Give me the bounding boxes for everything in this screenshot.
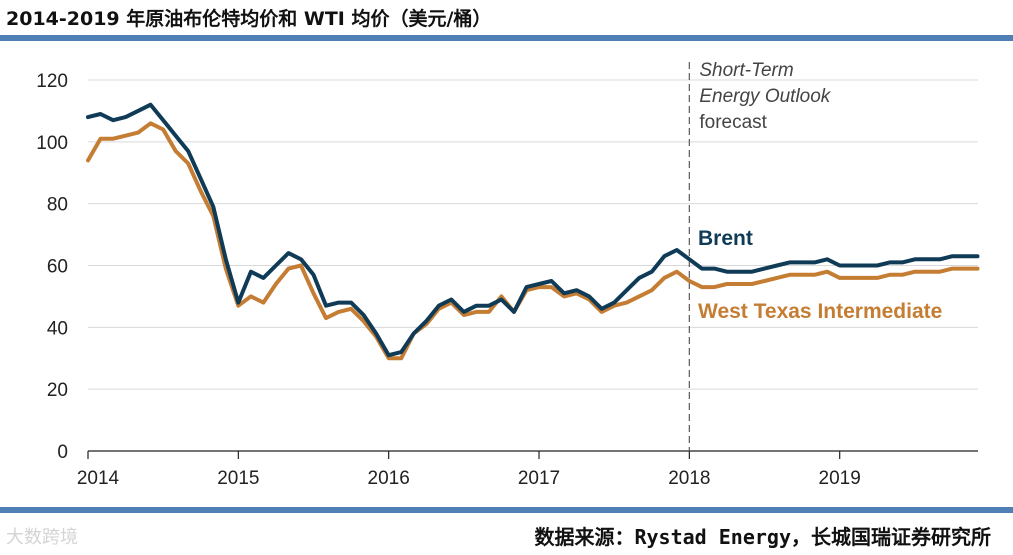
x-tick-label-2017: 2017 — [518, 468, 560, 489]
grid-lines — [88, 79, 978, 390]
watermark-text: 大数跨境 — [6, 527, 78, 548]
y-axis-tick-labels: 0 20 40 60 80 100 120 — [36, 71, 68, 463]
x-tick-label-2016: 2016 — [368, 468, 410, 489]
y-tick-label-100: 100 — [36, 133, 68, 154]
x-tick-label-2018: 2018 — [668, 468, 710, 489]
y-tick-label-0: 0 — [57, 442, 68, 463]
brent-series-label: Brent — [698, 227, 753, 250]
brent-series-line — [86, 102, 980, 358]
forecast-annotation-line-2: Energy Outlook — [699, 86, 831, 107]
chart: 0 20 40 60 80 100 120 2014 2015 2016 2017 2018 2019… — [36, 60, 980, 489]
x-axis: 2014 2015 2016 2017 2018 2019 — [77, 450, 978, 489]
bottom-divider — [0, 507, 1013, 513]
page-title: 2014-2019 年原油布伦特均价和 WTI 均价（美元/桶） — [6, 8, 492, 30]
y-tick-label-20: 20 — [47, 380, 68, 401]
wti-series-label: West Texas Intermediate — [698, 300, 942, 323]
series-lines — [86, 102, 980, 361]
forecast-annotation-line-1: Short-Term — [699, 60, 793, 81]
y-tick-label-80: 80 — [47, 195, 68, 216]
y-tick-label-60: 60 — [47, 257, 68, 278]
x-tick-label-2014: 2014 — [77, 468, 120, 489]
y-tick-label-120: 120 — [36, 71, 68, 92]
top-divider — [0, 35, 1013, 41]
forecast-annotation-line-3: forecast — [699, 112, 767, 133]
x-tick-label-2019: 2019 — [819, 468, 861, 489]
y-tick-label-40: 40 — [47, 318, 68, 339]
x-tick-label-2015: 2015 — [217, 468, 259, 489]
source-note: 数据来源：Rystad Energy，长城国瑞证券研究所 — [534, 525, 991, 549]
